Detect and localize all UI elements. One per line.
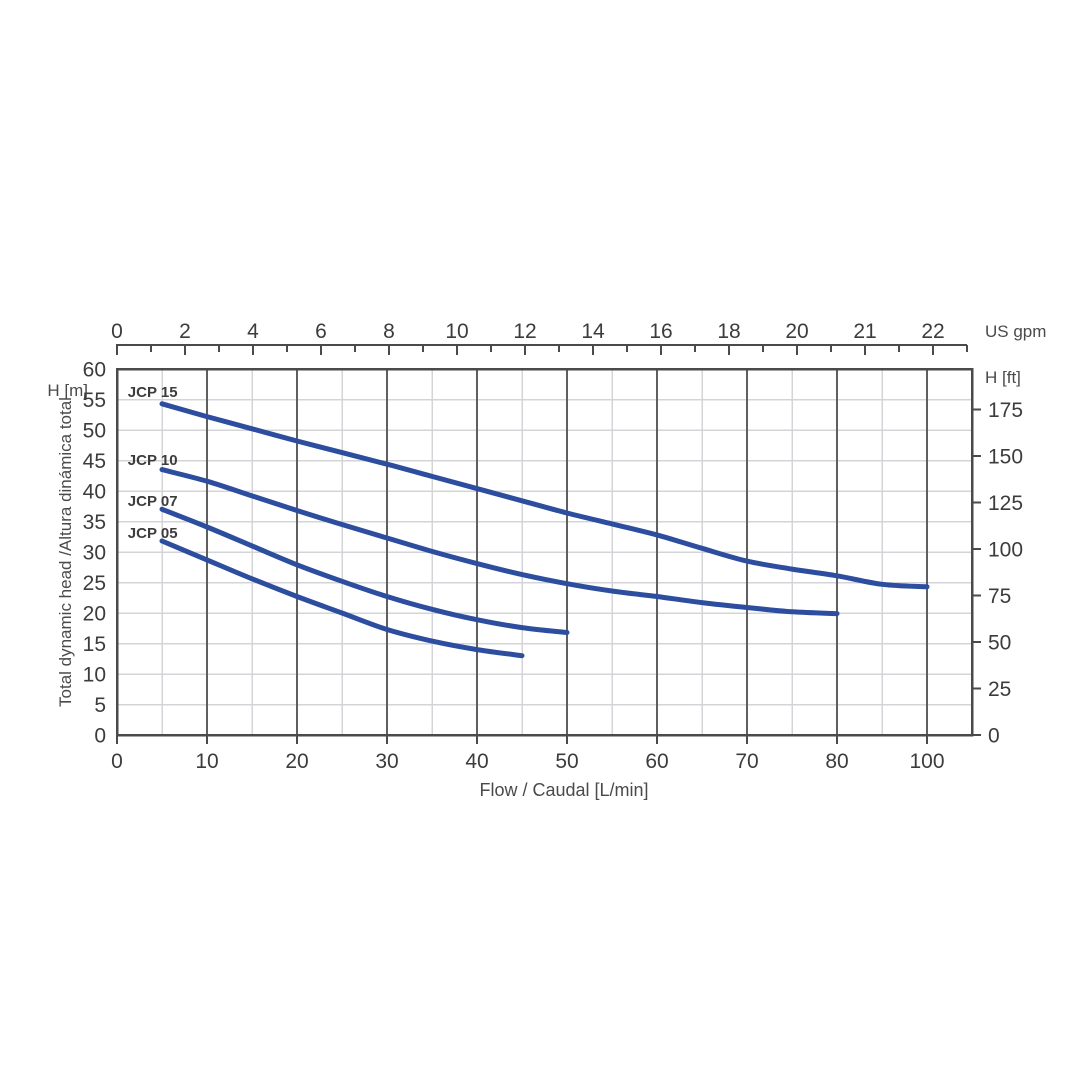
right-axis-tick-label: 0 bbox=[988, 725, 1000, 748]
bottom-axis-tick-label: 30 bbox=[375, 750, 398, 773]
right-axis-tick-label: 25 bbox=[988, 678, 1011, 701]
left-axis-tick-label: 55 bbox=[83, 389, 106, 412]
left-axis-tick-label: 10 bbox=[83, 664, 106, 687]
left-axis-tick-label: 30 bbox=[83, 542, 106, 565]
bottom-axis-tick-label: 40 bbox=[465, 750, 488, 773]
curve-label-jcp-05: JCP 05 bbox=[128, 525, 178, 542]
top-axis-tick-label: 14 bbox=[581, 320, 605, 343]
curve-jcp-07 bbox=[159, 506, 570, 635]
curve-label-jcp-07: JCP 07 bbox=[128, 493, 178, 510]
bottom-axis-tick-label: 0 bbox=[111, 750, 123, 773]
curve-label-jcp-15: JCP 15 bbox=[128, 384, 178, 401]
curve-label-jcp-10: JCP 10 bbox=[128, 452, 178, 469]
curve-jcp-15 bbox=[159, 401, 930, 590]
curve-jcp-05 bbox=[159, 538, 525, 659]
plot-border bbox=[115, 367, 974, 737]
top-axis-tick-label: 20 bbox=[785, 320, 808, 343]
left-axis-tick-label: 25 bbox=[83, 572, 106, 595]
right-axis-unit-label: H [ft] bbox=[985, 368, 1021, 387]
x-axis-title: Flow / Caudal [L/min] bbox=[479, 780, 649, 800]
top-axis-tick-label: 6 bbox=[315, 320, 327, 343]
bottom-axis-tick-label: 60 bbox=[645, 750, 668, 773]
bottom-axis-tick-label: 50 bbox=[555, 750, 578, 773]
bottom-axis-tick-label: 20 bbox=[285, 750, 308, 773]
right-axis-tick-label: 100 bbox=[988, 539, 1023, 562]
top-axis-tick-label: 16 bbox=[649, 320, 672, 343]
right-axis-tick-label: 175 bbox=[988, 399, 1023, 422]
top-axis-tick-label: 22 bbox=[921, 320, 944, 343]
left-axis-tick-label: 45 bbox=[83, 450, 106, 473]
top-axis-unit-label: US gpm bbox=[985, 322, 1047, 341]
left-axis-tick-label: 20 bbox=[83, 603, 106, 626]
right-axis-tick-label: 125 bbox=[988, 492, 1023, 515]
left-axis-unit-label: H [m] bbox=[47, 381, 88, 400]
top-axis-tick-label: 10 bbox=[445, 320, 468, 343]
top-axis-tick-label: 21 bbox=[853, 320, 876, 343]
bottom-axis-tick-label: 80 bbox=[825, 750, 848, 773]
bottom-axis-tick-label: 10 bbox=[195, 750, 218, 773]
top-axis-tick-label: 0 bbox=[111, 320, 123, 343]
left-axis-tick-label: 15 bbox=[83, 633, 106, 656]
left-axis-tick-label: 50 bbox=[83, 420, 106, 443]
left-axis-tick-label: 5 bbox=[94, 694, 106, 717]
right-axis-tick-label: 150 bbox=[988, 446, 1023, 469]
top-axis-tick-label: 8 bbox=[383, 320, 395, 343]
left-axis-tick-label: 60 bbox=[83, 359, 106, 382]
left-axis-tick-label: 40 bbox=[83, 481, 106, 504]
top-axis-tick-label: 4 bbox=[247, 320, 259, 343]
top-axis-tick-label: 2 bbox=[179, 320, 191, 343]
right-axis-tick-label: 50 bbox=[988, 632, 1011, 655]
left-axis-tick-label: 35 bbox=[83, 511, 106, 534]
bottom-axis-tick-label: 100 bbox=[909, 750, 944, 773]
right-axis-tick-label: 75 bbox=[988, 585, 1011, 608]
curve-jcp-10 bbox=[159, 467, 840, 617]
left-axis-tick-label: 0 bbox=[94, 725, 106, 748]
bottom-axis-tick-label: 70 bbox=[735, 750, 758, 773]
top-axis-tick-label: 18 bbox=[717, 320, 740, 343]
top-axis-tick-label: 12 bbox=[513, 320, 536, 343]
